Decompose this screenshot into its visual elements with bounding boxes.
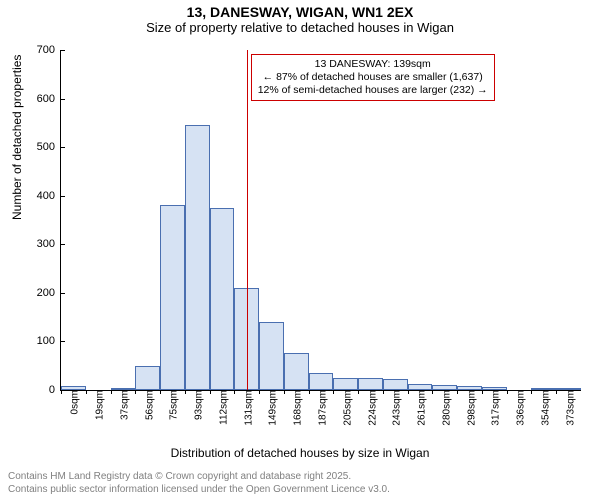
x-tick-label: 168sqm: [289, 390, 304, 426]
x-tick-mark: [333, 390, 334, 394]
x-tick-label: 280sqm: [437, 390, 452, 426]
x-tick-label: 336sqm: [512, 390, 527, 426]
x-tick-mark: [432, 390, 433, 394]
histogram-bar: [185, 125, 210, 390]
page-title: 13, DANESWAY, WIGAN, WN1 2EX: [0, 0, 600, 20]
x-tick-label: 205sqm: [338, 390, 353, 426]
x-tick-label: 354sqm: [536, 390, 551, 426]
x-tick-mark: [309, 390, 310, 394]
chart-plot-area: 01002003004005006007000sqm19sqm37sqm56sq…: [60, 50, 581, 391]
x-tick-label: 317sqm: [487, 390, 502, 426]
x-tick-mark: [507, 390, 508, 394]
x-tick-mark: [284, 390, 285, 394]
page-subtitle: Size of property relative to detached ho…: [0, 20, 600, 37]
reference-line: [247, 50, 248, 390]
x-tick-mark: [482, 390, 483, 394]
x-tick-mark: [408, 390, 409, 394]
x-tick-mark: [234, 390, 235, 394]
x-tick-mark: [210, 390, 211, 394]
x-tick-label: 112sqm: [214, 390, 229, 425]
annotation-line: 13 DANESWAY: 139sqm: [258, 58, 488, 71]
y-tick: 400: [37, 190, 61, 202]
annotation-box: 13 DANESWAY: 139sqm← 87% of detached hou…: [251, 54, 495, 101]
x-tick-mark: [61, 390, 62, 394]
x-tick-mark: [185, 390, 186, 394]
histogram-bar: [358, 378, 383, 390]
y-tick: 300: [37, 238, 61, 250]
y-tick: 600: [37, 93, 61, 105]
x-tick-label: 37sqm: [115, 390, 130, 420]
x-tick-mark: [358, 390, 359, 394]
x-tick-label: 0sqm: [66, 390, 81, 414]
x-tick-label: 93sqm: [190, 390, 205, 420]
x-tick-label: 187sqm: [314, 390, 329, 426]
x-tick-mark: [135, 390, 136, 394]
x-tick-mark: [556, 390, 557, 394]
footer-line-1: Contains HM Land Registry data © Crown c…: [8, 471, 390, 484]
annotation-line: ← 87% of detached houses are smaller (1,…: [258, 71, 488, 84]
x-tick-mark: [259, 390, 260, 394]
y-tick: 200: [37, 287, 61, 299]
histogram-bar: [309, 373, 334, 390]
y-tick: 500: [37, 141, 61, 153]
y-tick: 100: [37, 335, 61, 347]
x-tick-label: 261sqm: [413, 390, 428, 426]
x-tick-label: 56sqm: [140, 390, 155, 420]
x-tick-mark: [111, 390, 112, 394]
y-axis-label: Number of detached properties: [10, 55, 24, 220]
y-tick: 700: [37, 44, 61, 56]
x-tick-mark: [160, 390, 161, 394]
footer-line-2: Contains public sector information licen…: [8, 484, 390, 497]
annotation-line: 12% of semi-detached houses are larger (…: [258, 84, 488, 97]
x-tick-label: 131sqm: [239, 390, 254, 426]
histogram-bar: [160, 205, 185, 390]
x-tick-label: 243sqm: [388, 390, 403, 426]
x-tick-label: 149sqm: [264, 390, 279, 426]
x-tick-label: 373sqm: [561, 390, 576, 426]
x-tick-label: 19sqm: [91, 390, 106, 420]
histogram-bar: [333, 378, 358, 390]
histogram-bar: [383, 379, 408, 390]
x-tick-label: 224sqm: [363, 390, 378, 426]
histogram-bar: [259, 322, 284, 390]
footer-attribution: Contains HM Land Registry data © Crown c…: [8, 471, 390, 496]
x-tick-label: 75sqm: [165, 390, 180, 420]
x-tick-label: 298sqm: [462, 390, 477, 426]
y-tick: 0: [49, 384, 61, 396]
histogram-bar: [284, 353, 309, 390]
histogram-bar: [135, 366, 160, 390]
x-tick-mark: [531, 390, 532, 394]
x-axis-label: Distribution of detached houses by size …: [0, 446, 600, 460]
histogram-bar: [210, 208, 235, 390]
x-tick-mark: [86, 390, 87, 394]
x-tick-mark: [383, 390, 384, 394]
x-tick-mark: [457, 390, 458, 394]
